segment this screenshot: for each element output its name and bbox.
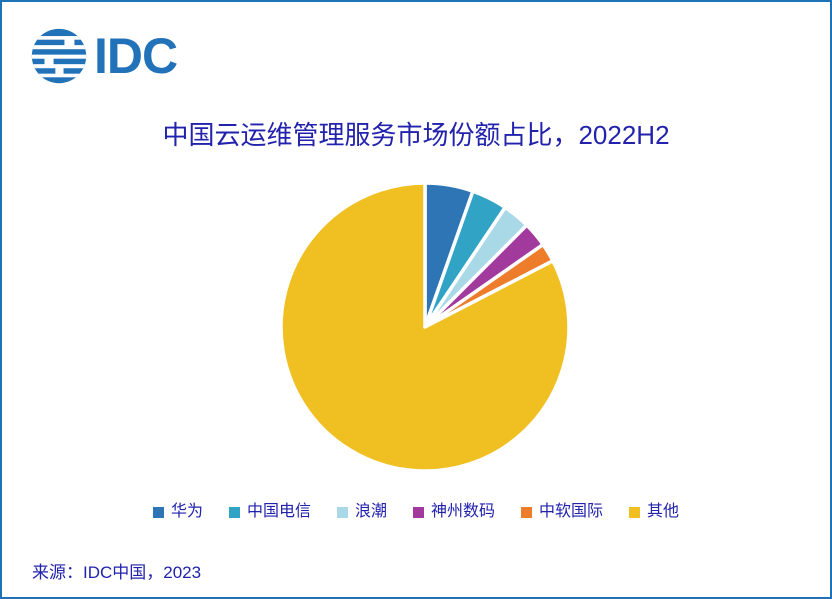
legend-label: 浪潮 <box>354 503 387 520</box>
legend-label: 中软国际 <box>539 503 604 520</box>
idc-logo: IDC <box>30 26 178 86</box>
legend-label: 中国电信 <box>246 503 311 520</box>
pie-chart-area <box>275 177 575 477</box>
legend-item-浪潮: 浪潮 <box>336 503 387 520</box>
idc-globe-icon <box>31 28 87 84</box>
source-text: 来源：IDC中国，2023 <box>32 563 202 582</box>
pie-slice-其他 <box>279 181 571 473</box>
legend-label: 其他 <box>647 503 680 520</box>
chart-legend: 华为 中国电信 浪潮 神州数码 中软国际 其他 <box>2 504 830 520</box>
legend-item-神州数码: 神州数码 <box>413 504 495 520</box>
idc-logo-text: IDC <box>94 28 178 84</box>
legend-item-中国电信: 中国电信 <box>228 503 311 520</box>
pie-chart <box>279 181 571 473</box>
legend-swatch-icon <box>336 506 348 518</box>
legend-label: 华为 <box>170 503 203 520</box>
legend-swatch-icon <box>228 506 240 518</box>
legend-swatch-icon <box>629 506 641 518</box>
legend-item-华为: 华为 <box>152 503 203 520</box>
legend-item-其他: 其他 <box>629 504 679 520</box>
legend-item-中软国际: 中软国际 <box>521 504 603 520</box>
legend-swatch-icon <box>413 506 424 518</box>
legend-label: 神州数码 <box>431 503 496 520</box>
legend-swatch-icon <box>152 506 164 518</box>
legend-swatch-icon <box>521 506 533 518</box>
chart-title: 中国云运维管理服务市场份额占比，2022H2 <box>162 120 670 150</box>
